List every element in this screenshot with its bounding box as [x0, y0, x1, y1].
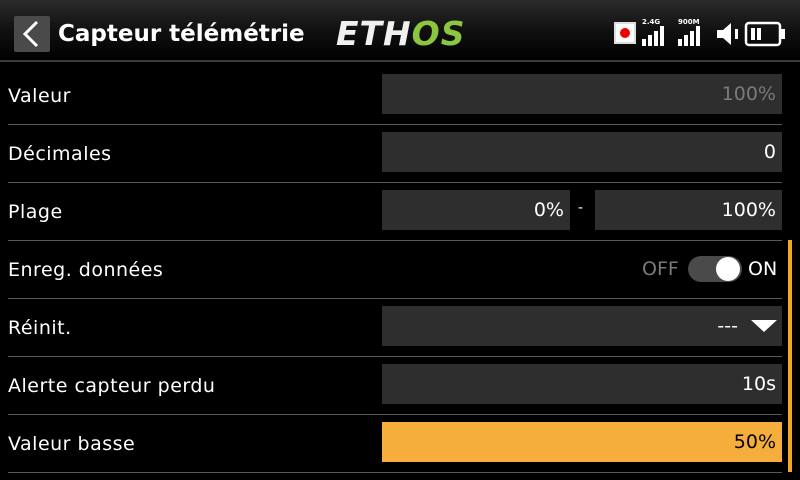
alerte-field[interactable]: 10s: [382, 364, 782, 404]
row-valeur-basse: Valeur basse 50%: [8, 414, 782, 473]
decimales-label: Décimales: [8, 143, 112, 165]
row-valeur: Valeur 100%: [8, 66, 782, 125]
header-bar: Capteur télémétrie ETHOS 2.4G 900M: [0, 0, 800, 62]
plage-min-field[interactable]: 0%: [382, 190, 570, 230]
row-enreg: Enreg. données OFF ON: [8, 240, 782, 299]
scrollbar[interactable]: [788, 240, 792, 472]
reinit-dropdown[interactable]: ---: [382, 306, 782, 346]
valeur-basse-field[interactable]: 50%: [382, 422, 782, 462]
row-decimales: Décimales 0: [8, 124, 782, 183]
row-reinit: Réinit. ---: [8, 298, 782, 357]
toggle-off-label: OFF: [642, 258, 679, 280]
plage-max-field[interactable]: 100%: [595, 190, 782, 230]
back-icon: [22, 20, 39, 48]
plage-label: Plage: [8, 201, 63, 223]
ethos-logo: ETHOS: [336, 14, 466, 53]
row-plage: Plage 0% - 100%: [8, 182, 782, 241]
valeur-field: 100%: [382, 74, 782, 114]
valeur-basse-label: Valeur basse: [8, 433, 136, 455]
row-alerte: Alerte capteur perdu 10s: [8, 356, 782, 415]
enreg-toggle[interactable]: [688, 256, 742, 282]
valeur-label: Valeur: [8, 85, 71, 107]
decimales-field[interactable]: 0: [382, 132, 782, 172]
reinit-value: ---: [717, 315, 738, 337]
toggle-on-label: ON: [748, 258, 778, 280]
plage-separator: -: [578, 200, 584, 216]
battery-icon: [744, 21, 785, 47]
reinit-label: Réinit.: [8, 317, 72, 339]
page-title: Capteur télémétrie: [58, 21, 305, 47]
dropdown-arrow-icon: [751, 320, 777, 332]
enreg-label: Enreg. données: [8, 259, 164, 281]
toggle-knob: [716, 257, 740, 281]
speaker-icon: [717, 23, 738, 45]
alerte-label: Alerte capteur perdu: [8, 375, 216, 397]
record-icon: [614, 22, 636, 44]
back-button[interactable]: [14, 16, 50, 52]
